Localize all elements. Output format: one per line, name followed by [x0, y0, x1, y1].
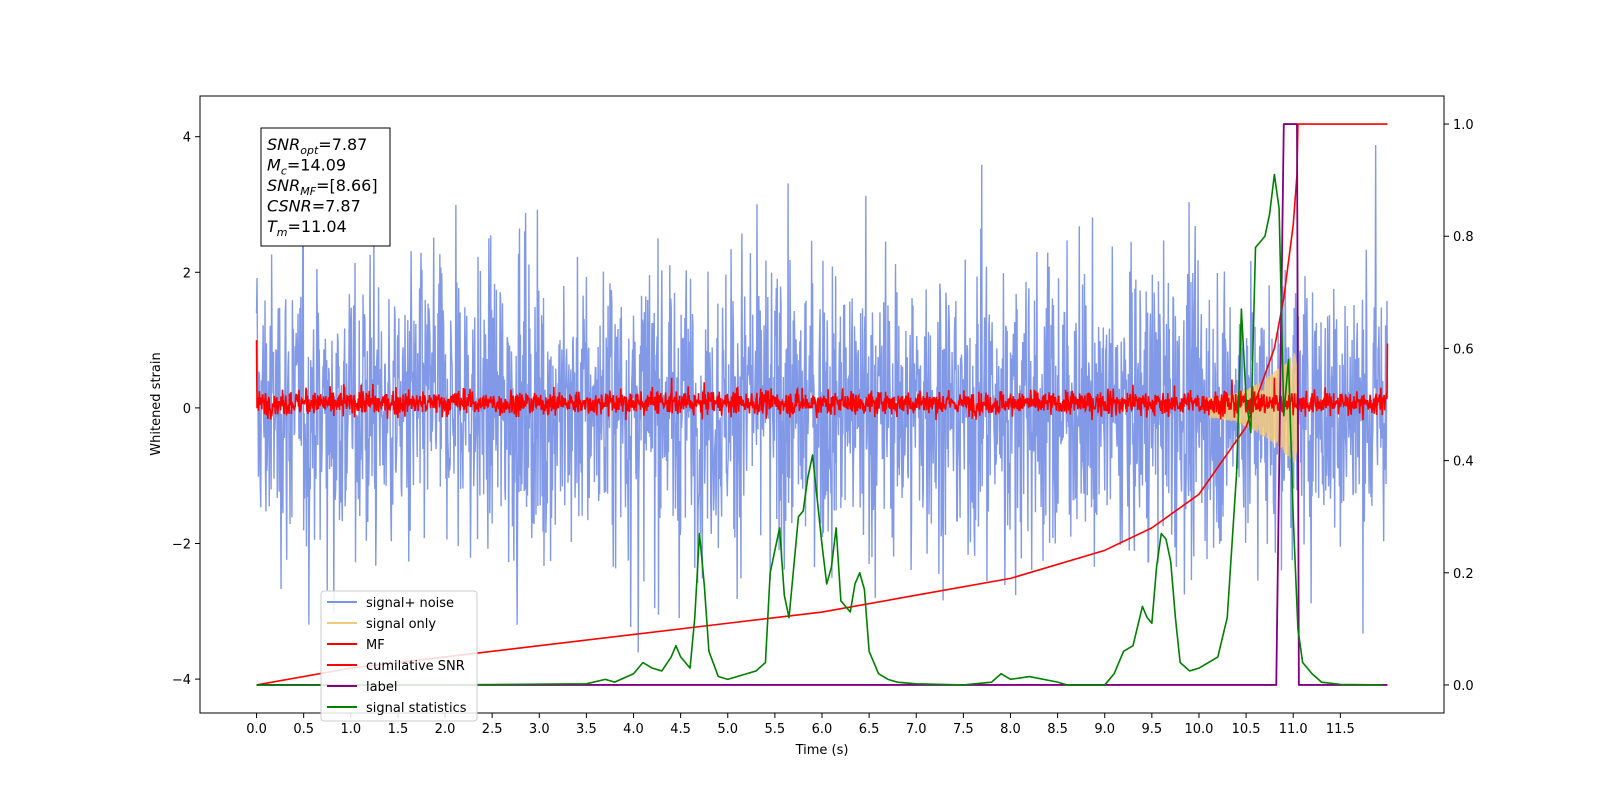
x-tick-label: 3.0 — [529, 722, 550, 737]
x-tick-label: 9.0 — [1094, 722, 1115, 737]
annotation-line: SNRMF=[8.66] — [267, 176, 378, 198]
x-tick-label: 6.0 — [812, 722, 833, 737]
left-y-tick-label: −4 — [172, 673, 191, 688]
right-y-tick-label: 1.0 — [1453, 118, 1474, 133]
left-y-axis-label: Whitened strain — [149, 352, 164, 455]
x-tick-label: 3.5 — [576, 722, 597, 737]
series-cumulative-snr-line — [256, 123, 1388, 686]
right-y-tick-label: 0.4 — [1453, 455, 1474, 470]
annotation-subscript: MF — [300, 185, 316, 198]
left-y-tick-label: 4 — [183, 131, 191, 146]
annotation-line: Mc=14.09 — [267, 156, 346, 178]
x-tick-label: 8.5 — [1047, 722, 1068, 737]
x-tick-label: 7.0 — [906, 722, 927, 737]
annotation-box: SNRopt=7.87Mc=14.09SNRMF=[8.66]CSNR=7.87… — [260, 127, 391, 247]
left-y-tick-label: 2 — [183, 266, 191, 281]
right-y-tick-label: 0.8 — [1453, 230, 1474, 245]
x-tick-label: 4.5 — [670, 722, 691, 737]
legend-label: cumilative SNR — [366, 659, 465, 674]
legend-label: signal only — [366, 617, 436, 632]
annotation-subscript: opt — [300, 144, 319, 157]
x-tick-label: 9.5 — [1142, 722, 1163, 737]
annotation-line: SNRopt=7.87 — [267, 135, 367, 157]
annotation-value: =11.04 — [288, 217, 347, 236]
series-mf-line — [255, 340, 1389, 421]
annotation-line: CSNR=7.87 — [267, 197, 361, 216]
legend-label: signal statistics — [366, 701, 467, 716]
series-label-line — [256, 123, 1388, 686]
x-tick-label: 1.0 — [340, 722, 361, 737]
x-tick-label: 5.5 — [765, 722, 786, 737]
legend-label: label — [366, 680, 397, 695]
x-tick-label: 2.0 — [435, 722, 456, 737]
annotation-symbol: SNR — [267, 135, 300, 154]
x-tick-label: 10.5 — [1232, 722, 1261, 737]
x-tick-label: 5.0 — [717, 722, 738, 737]
x-tick-label: 8.0 — [1000, 722, 1021, 737]
series-signal-noise-line — [255, 144, 1389, 653]
x-tick-label: 0.5 — [293, 722, 314, 737]
legend-label: signal+ noise — [366, 596, 454, 611]
left-y-axis-ticks: 4 2 0 −2 −4 — [172, 131, 200, 688]
annotation-value: =14.09 — [287, 156, 346, 175]
x-tick-label: 7.5 — [953, 722, 974, 737]
x-tick-label: 10.0 — [1184, 722, 1213, 737]
x-tick-label: 6.5 — [859, 722, 880, 737]
x-tick-label: 11.5 — [1326, 722, 1355, 737]
right-y-tick-label: 0.2 — [1453, 567, 1474, 582]
annotation-symbol: CSNR — [267, 197, 312, 216]
annotation-value: =7.87 — [312, 197, 361, 216]
x-axis-label: Time (s) — [795, 743, 849, 758]
annotation-symbol: T — [267, 217, 278, 236]
x-tick-label: 4.0 — [623, 722, 644, 737]
x-tick-label: 1.5 — [388, 722, 409, 737]
right-y-tick-label: 0.0 — [1453, 679, 1474, 694]
annotation-symbol: SNR — [267, 176, 300, 195]
right-y-tick-label: 0.6 — [1453, 342, 1474, 357]
legend-frame — [320, 590, 478, 722]
annotation-symbol: M — [267, 156, 281, 175]
annotation-value: =[8.66] — [316, 176, 378, 195]
annotation-subscript: c — [281, 165, 287, 178]
legend: signal+ noise signal only MF cumilative SNR… — [320, 590, 478, 722]
annotation-line: Tm=11.04 — [267, 217, 347, 239]
annotation-subscript: m — [277, 226, 288, 239]
x-tick-label: 11.0 — [1279, 722, 1308, 737]
annotation-frame — [260, 127, 391, 247]
x-tick-label: 0.0 — [246, 722, 267, 737]
right-y-axis-ticks: 1.0 0.8 0.6 0.4 0.2 0.0 — [1444, 118, 1474, 694]
series-signal-statistics-line — [256, 173, 1383, 686]
x-tick-label: 2.5 — [482, 722, 503, 737]
left-y-tick-label: 0 — [183, 402, 191, 417]
left-y-tick-label: −2 — [172, 537, 191, 552]
x-axis-ticks: 0.0 0.5 1.0 1.5 2.0 2.5 3.0 3.5 4.0 4.5 5.0 5.5 6.0 6… — [246, 713, 1355, 737]
annotation-value: =7.87 — [318, 135, 367, 154]
legend-label: MF — [366, 638, 385, 653]
series-layer — [255, 123, 1389, 686]
